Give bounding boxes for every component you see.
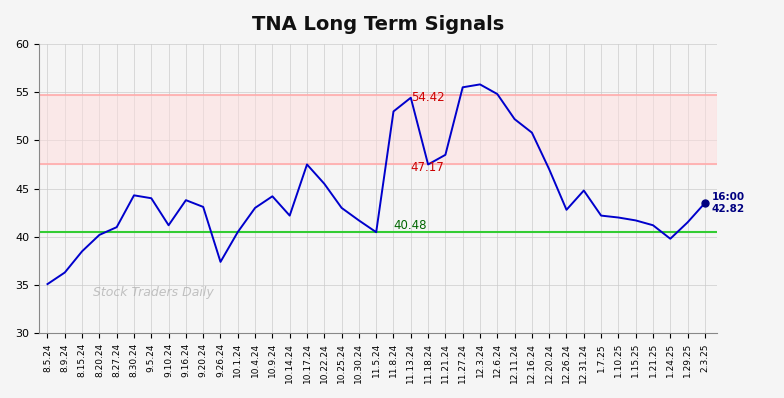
Text: 40.48: 40.48 [394, 219, 427, 232]
Text: 47.17: 47.17 [411, 161, 445, 174]
Text: 54.42: 54.42 [411, 91, 445, 104]
Title: TNA Long Term Signals: TNA Long Term Signals [252, 15, 504, 34]
Bar [39, 95, 717, 164]
Text: 16:00
42.82: 16:00 42.82 [712, 192, 745, 214]
Text: Stock Traders Daily: Stock Traders Daily [93, 285, 214, 298]
